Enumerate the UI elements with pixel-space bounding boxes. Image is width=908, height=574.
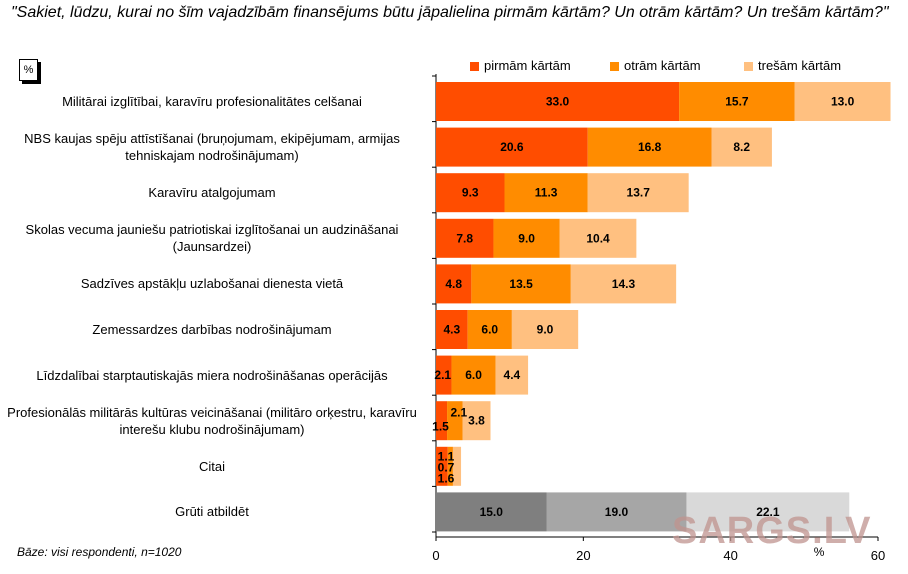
bar-segment	[436, 310, 468, 349]
bar-segment	[436, 401, 448, 441]
bar-segment	[587, 127, 712, 167]
legend-swatch-third	[744, 62, 753, 72]
data-label: 7.8	[456, 231, 473, 245]
x-tick-label: 0	[432, 548, 439, 563]
bar-segment	[794, 82, 891, 121]
legend-label-second: otrām kārtām	[624, 58, 701, 73]
bar-segment	[436, 492, 547, 532]
data-label: 8.2	[733, 140, 750, 154]
data-label: 19.0	[605, 505, 629, 519]
bar-segment	[686, 492, 850, 532]
data-label: 10.4	[586, 231, 610, 245]
category-label: Sadzīves apstākļu uzlabošanai dienesta v…	[80, 276, 344, 292]
data-label: 11.3	[535, 186, 558, 200]
bar-segment	[436, 127, 588, 167]
x-tick-label: 20	[576, 548, 590, 563]
bar-segment	[451, 355, 496, 395]
legend-label-third: trešām kārtām	[758, 58, 842, 73]
category-label: Skolas vecuma jauniešu patriotiskai izgl…	[25, 222, 399, 255]
data-label: 0.7	[438, 460, 455, 474]
data-label: 9.0	[518, 231, 535, 245]
bar-segment	[546, 492, 687, 532]
data-label: 13.0	[831, 95, 855, 109]
legend-item-second: otrām kārtām	[610, 58, 701, 73]
data-label: 15.0	[480, 505, 504, 519]
x-tick-label: 60	[871, 548, 885, 563]
data-label: 4.4	[504, 368, 521, 382]
bar-segment	[504, 173, 588, 213]
bar-segment	[511, 310, 579, 349]
data-label: 6.0	[481, 323, 498, 337]
bar-segment	[467, 310, 512, 349]
data-label: 33.0	[546, 95, 570, 109]
bar-segment	[559, 218, 637, 258]
legend-item-third: trešām kārtām	[744, 58, 841, 73]
bar-segment	[570, 264, 677, 304]
bar-segment	[452, 446, 462, 486]
legend-label-first: pirmām kārtām	[484, 58, 571, 73]
data-label: 1.5	[432, 420, 449, 434]
bar-segment	[462, 401, 491, 441]
bar-segment	[447, 446, 453, 486]
data-label: 22.1	[756, 505, 780, 519]
x-tick-label: 40	[723, 548, 737, 563]
data-label: 15.7	[725, 95, 749, 109]
bar-segment	[493, 218, 560, 258]
data-label: 4.3	[443, 323, 460, 337]
data-label: 4.8	[445, 277, 462, 291]
data-label: 1.6	[438, 471, 455, 485]
data-label: 1.1	[438, 449, 455, 463]
data-label: 9.3	[462, 186, 479, 200]
category-label: Zemessardzes darbības nodrošinājumam	[92, 322, 332, 337]
category-label: Karavīru atalgojumam	[148, 185, 276, 201]
category-label: Citai	[198, 458, 225, 474]
legend-swatch-second	[610, 62, 619, 72]
data-label: 13.7	[627, 186, 651, 200]
data-label: 2.1	[434, 368, 451, 382]
unit-box: %	[19, 59, 38, 81]
bar-segment	[711, 127, 772, 167]
data-label: 14.3	[612, 277, 636, 291]
bar-segment	[447, 401, 463, 441]
category-label: Militārai izglītībai, karavīru profesion…	[62, 94, 362, 109]
legend-item-first: pirmām kārtām	[470, 58, 571, 73]
data-label: 13.5	[509, 277, 533, 291]
base-note: Bāze: visi respondenti, n=1020	[17, 545, 182, 559]
bar-segment	[495, 355, 529, 395]
data-label: 6.0	[465, 368, 482, 382]
bar-segment	[436, 355, 452, 395]
category-label: Profesionālās militārās kultūras veicinā…	[7, 404, 417, 437]
chart-title: "Sakiet, lūdzu, kurai no šīm vajadzībām …	[11, 4, 889, 21]
bar-segment	[436, 82, 680, 121]
x-axis-label: %	[814, 545, 825, 559]
bar-segment	[679, 82, 795, 121]
bar-segment	[436, 173, 505, 213]
category-label: Līdzdalībai starptautiskajās miera nodro…	[36, 367, 388, 383]
data-label: 2.1	[450, 406, 467, 420]
bar-segment	[436, 218, 494, 258]
bar-segment	[436, 264, 472, 304]
data-label: 9.0	[537, 323, 554, 337]
watermark-logo: SARGS.LV	[672, 510, 872, 552]
category-label: NBS kaujas spēju attīstīšanai (bruņojuma…	[24, 131, 400, 164]
data-label: 3.8	[468, 414, 485, 428]
bar-segment	[587, 173, 689, 213]
bar-segment	[436, 446, 448, 486]
legend-swatch-first	[470, 62, 479, 72]
category-label: Grūti atbildēt	[175, 504, 249, 520]
bar-segment	[471, 264, 571, 304]
data-label: 20.6	[500, 140, 524, 154]
data-label: 16.8	[638, 140, 662, 154]
